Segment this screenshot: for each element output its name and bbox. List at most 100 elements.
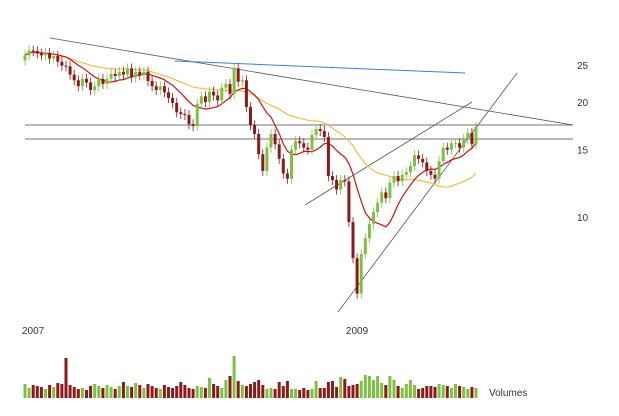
volume-bar [228, 376, 232, 398]
volume-bar [466, 389, 470, 398]
candle-body [462, 139, 466, 148]
candle-body [421, 158, 425, 163]
trendlines-layer [25, 37, 574, 313]
moving-averages-layer [24, 51, 477, 228]
candle [417, 150, 421, 164]
candle-body [376, 202, 380, 213]
candle-body [380, 192, 384, 203]
candle-body [470, 132, 474, 145]
candle [85, 73, 88, 88]
y-tick-label: 15 [577, 146, 589, 157]
candle-body [466, 132, 470, 140]
candle [179, 107, 183, 120]
candle [404, 167, 408, 180]
volume-bar [343, 379, 347, 398]
candle [347, 176, 351, 228]
candle-body [441, 147, 445, 162]
candle [39, 48, 43, 61]
candle-body [445, 147, 449, 150]
candle [257, 129, 261, 160]
candle-body [236, 68, 240, 82]
candle-body [449, 143, 453, 150]
candle-body [31, 50, 35, 52]
candle-body [39, 53, 43, 56]
volume-bar [39, 387, 43, 398]
candle-body [277, 144, 281, 159]
volume-bar [220, 388, 224, 398]
candle-body [35, 51, 39, 54]
candle [109, 68, 113, 84]
candle [56, 51, 60, 67]
volume-bar [195, 386, 199, 398]
volume-bar [23, 384, 27, 398]
candle-body [27, 50, 31, 56]
candle [253, 120, 257, 139]
volume-bar [314, 381, 318, 398]
volume-bar [351, 385, 355, 398]
candle [80, 73, 84, 92]
candle [326, 132, 330, 182]
candle [117, 66, 121, 82]
candle-body [228, 83, 232, 94]
volume-bar [236, 381, 240, 398]
candle [208, 86, 211, 108]
moving-average-short-line [24, 51, 477, 228]
candle-body [240, 80, 244, 82]
volume-bar [421, 388, 425, 398]
candle [146, 66, 150, 87]
candle-body [130, 68, 134, 78]
candle-body [199, 96, 203, 104]
candle-body [314, 128, 318, 135]
candle-body [351, 222, 355, 259]
volume-bar [404, 384, 408, 398]
candle-body [142, 71, 146, 76]
candle-body [388, 182, 392, 199]
volume-bar [355, 384, 359, 398]
candle-body [85, 78, 88, 83]
candle-body [64, 65, 68, 67]
candle-body [310, 134, 314, 150]
volume-bar [134, 383, 138, 398]
candle-body [212, 91, 216, 96]
volume-bar [101, 388, 105, 398]
candle-body [76, 80, 80, 87]
candle [89, 77, 93, 96]
candle-body [60, 61, 64, 66]
volume-bar [158, 389, 162, 398]
volume-bar [302, 388, 306, 398]
volume-bar [281, 386, 285, 398]
candle-body [175, 102, 179, 113]
volume-bar [269, 388, 273, 398]
candle-body [101, 78, 105, 84]
candle-body [138, 71, 142, 76]
candle [290, 144, 293, 184]
candle [298, 136, 302, 149]
volume-bar [162, 385, 166, 398]
candle-body [244, 80, 248, 108]
candle-body [146, 71, 150, 82]
candle [441, 142, 445, 167]
volume-bar [27, 388, 31, 398]
volume-bar [413, 385, 416, 398]
volume-bar [335, 387, 339, 398]
candle [158, 81, 162, 96]
candle [244, 75, 248, 113]
candle-body [355, 258, 359, 294]
volume-bar [249, 384, 252, 398]
volume-bar [183, 385, 187, 398]
candle [167, 87, 170, 103]
volume-bar [150, 386, 154, 398]
candle [392, 171, 396, 188]
candle [48, 47, 52, 64]
candle-body [72, 74, 76, 81]
volume-bar [376, 376, 380, 398]
volume-bar [294, 389, 298, 398]
candle [130, 63, 134, 83]
candle [240, 75, 244, 87]
candle [331, 171, 334, 186]
candle [35, 46, 39, 59]
candle-body [44, 52, 47, 56]
candle-body [261, 154, 265, 171]
candle-body [97, 78, 101, 87]
